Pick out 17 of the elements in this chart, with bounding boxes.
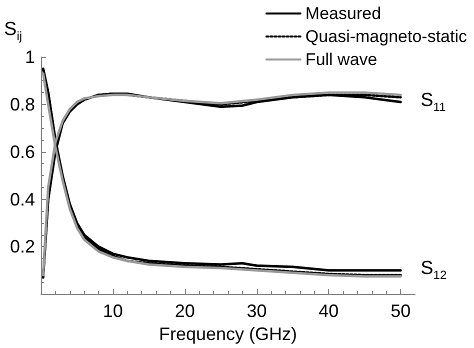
annotation: S$_{12}$ [420, 258, 447, 282]
y-tick-label: 0.4 [10, 189, 35, 210]
x-axis-title: Frequency (GHz) [158, 324, 298, 344]
x-tick-label: 30 [246, 301, 267, 322]
legend-label: Measured [305, 4, 382, 23]
x-tick-label: 40 [318, 301, 339, 322]
y-tick-label: 0.8 [10, 94, 35, 114]
annotation: S$_{11}$ [420, 90, 446, 114]
x-tick-label: 50 [390, 301, 411, 322]
legend-label: Full wave [305, 50, 378, 69]
y-tick-label: 0.6 [10, 142, 35, 162]
y-axis-title: S$_{ij}$ [4, 19, 22, 43]
y-tick-label: 0.2 [10, 236, 35, 257]
x-tick-label: 20 [174, 301, 195, 322]
legend-label: Quasi-magneto-static [305, 27, 468, 46]
y-tick-label: 1 [24, 47, 35, 67]
x-tick-label: 10 [102, 301, 123, 322]
